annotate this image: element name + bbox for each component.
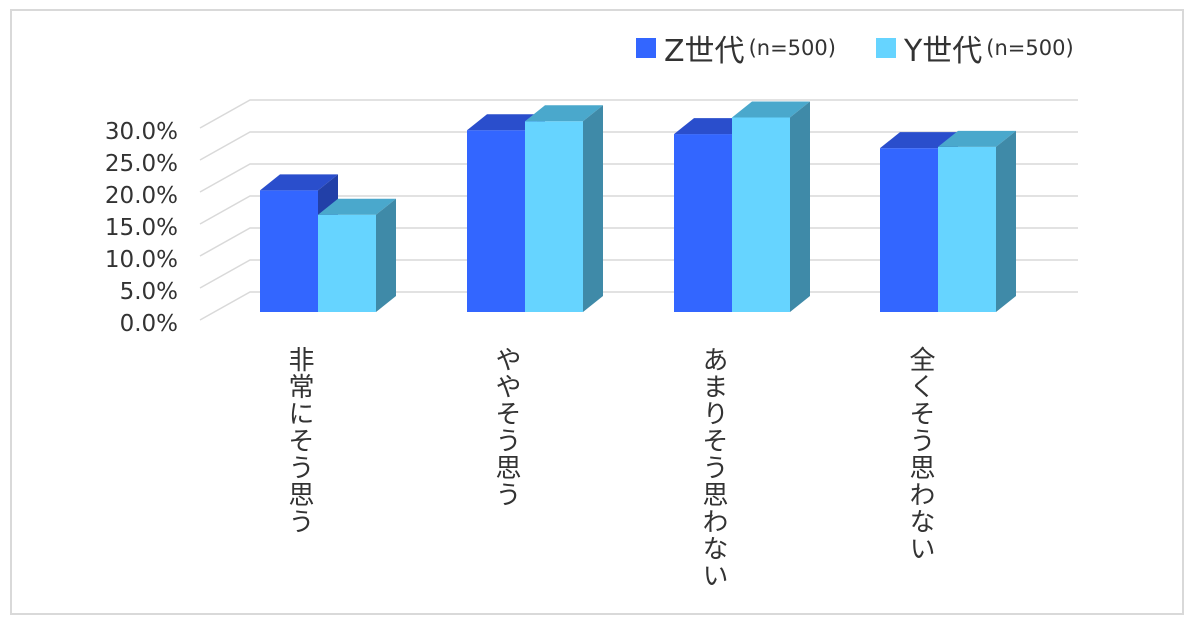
legend-swatch-z — [636, 38, 656, 58]
bar-front — [467, 130, 525, 312]
y-tick-label: 15.0% — [104, 215, 178, 241]
y-tick-label: 0.0% — [119, 311, 178, 337]
bar-top — [525, 105, 603, 122]
bar-front — [880, 148, 938, 312]
bar-side — [376, 198, 396, 312]
bar-side — [790, 101, 810, 312]
legend-item-y: Y世代 (n=500) — [875, 26, 1074, 70]
bar-front — [260, 190, 318, 312]
category-label: 非常にそう思う — [284, 346, 314, 535]
legend-swatch-y — [875, 38, 896, 58]
y-tick-label: 10.0% — [104, 247, 178, 273]
legend: Z世代 (n=500) Y世代 (n=500) — [636, 26, 1114, 70]
legend-label-y: Y世代 — [903, 34, 983, 69]
bar-front — [732, 117, 790, 312]
bar-front — [938, 146, 996, 312]
y-tick-label: 20.0% — [104, 183, 178, 209]
category-label: 全くそう思わない — [905, 346, 935, 562]
bar-top — [318, 198, 396, 215]
bar-side — [583, 105, 603, 312]
y-tick-label: 5.0% — [119, 279, 178, 305]
gridline — [199, 99, 1078, 129]
bar-side — [996, 130, 1016, 312]
bar-top — [260, 174, 338, 191]
legend-label-z: Z世代 — [664, 34, 745, 69]
bar-top — [880, 132, 958, 149]
bar-front — [525, 121, 583, 312]
y-tick-label: 30.0% — [104, 119, 178, 145]
legend-item-z: Z世代 (n=500) — [636, 26, 836, 70]
y-tick-label: 25.0% — [104, 151, 178, 177]
category-label: ややそう思う — [491, 346, 521, 508]
category-label: あまりそう思わない — [698, 346, 728, 589]
bar-front — [318, 214, 376, 312]
bar-front — [674, 134, 732, 312]
legend-sample-y: (n=500) — [986, 36, 1074, 60]
bar-top — [938, 130, 1016, 147]
bar-top — [732, 101, 810, 118]
legend-sample-z: (n=500) — [748, 36, 836, 60]
